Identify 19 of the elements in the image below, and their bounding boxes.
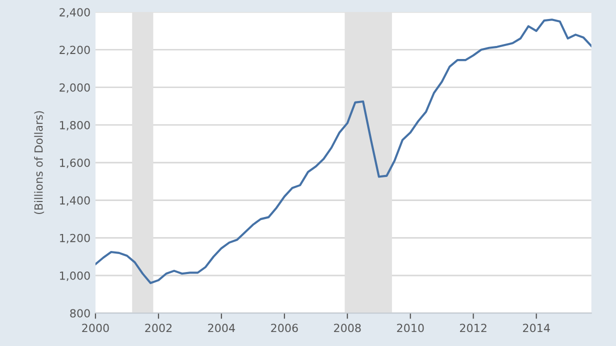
x-tick-label: 2008 [334, 324, 361, 332]
y-tick-label: 1,600 [60, 158, 90, 168]
y-tick-label: 2,400 [60, 8, 90, 18]
y-axis-title: (Billions of Dollars) [34, 111, 44, 214]
line-series [95, 18, 592, 284]
x-tick-label: 2000 [82, 324, 109, 332]
x-tick-label: 2014 [523, 324, 550, 332]
y-tick-label: 1,000 [60, 271, 90, 282]
x-tick-label: 2002 [145, 324, 172, 332]
y-tick-label: 1,800 [60, 120, 90, 131]
y-tick-label: 1,200 [60, 234, 90, 244]
y-tick-label: 2,200 [60, 46, 90, 56]
x-tick-label: 2010 [397, 324, 424, 332]
y-tick-label: 2,000 [60, 83, 90, 93]
y-tick-label: 1,400 [60, 196, 90, 206]
x-tick-label: 2004 [208, 324, 235, 332]
y-tick-label: 800 [70, 309, 90, 318]
x-tick-label: 2006 [271, 324, 298, 332]
x-tick-label: 2012 [460, 324, 486, 332]
